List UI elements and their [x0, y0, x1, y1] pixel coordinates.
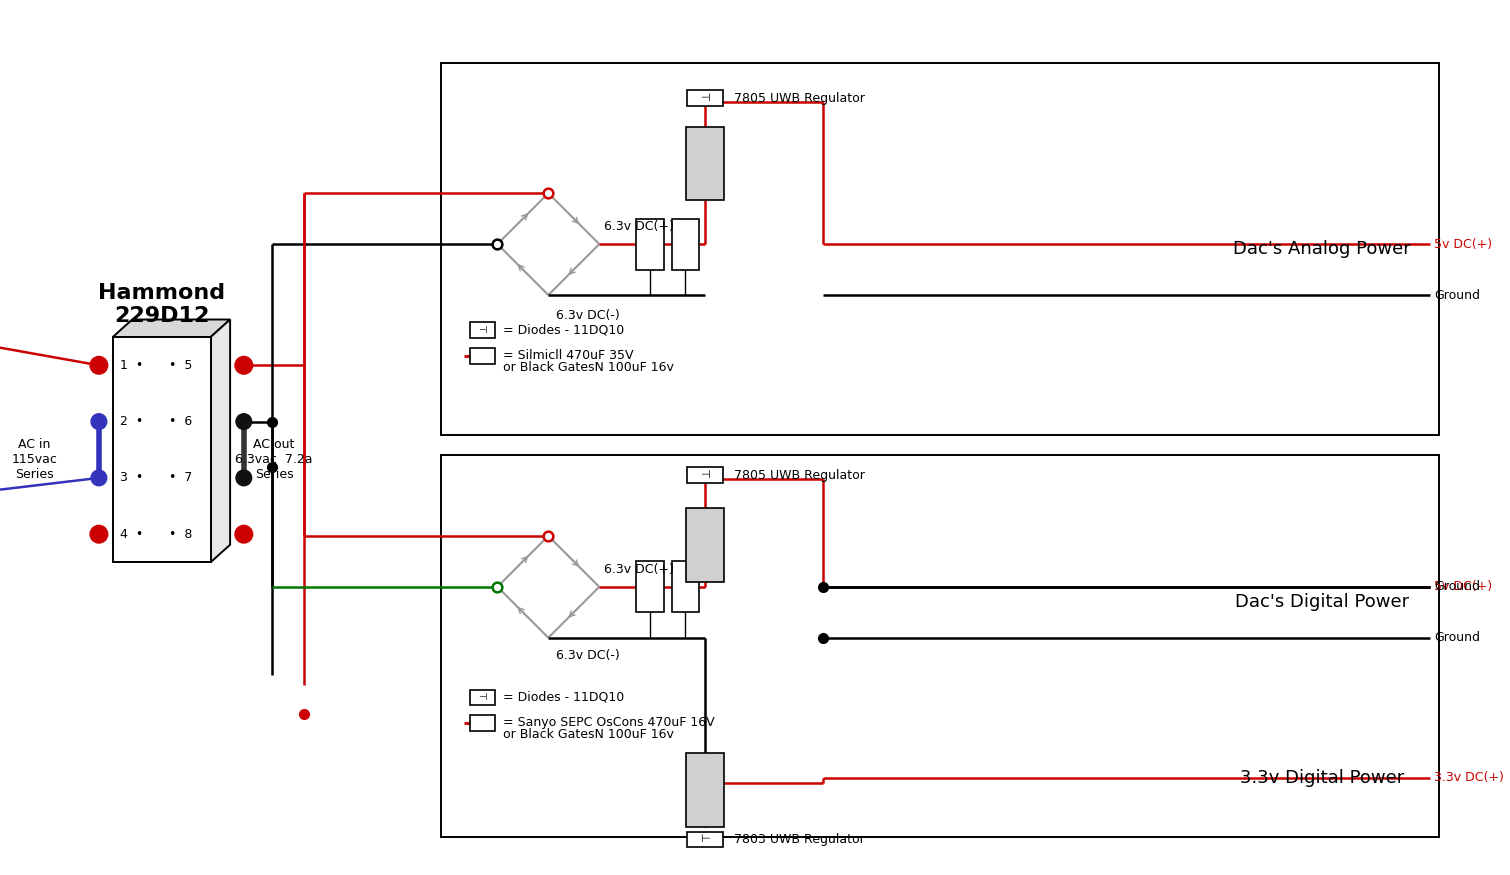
- Polygon shape: [113, 319, 230, 337]
- Bar: [636, 562, 664, 612]
- Circle shape: [91, 414, 107, 430]
- Bar: [687, 753, 723, 827]
- Text: = Diodes - 11DQ10: = Diodes - 11DQ10: [503, 324, 625, 337]
- Text: ⊢: ⊢: [701, 835, 710, 844]
- Text: •  7: • 7: [169, 472, 193, 485]
- Text: 229D12: 229D12: [113, 305, 210, 326]
- Bar: [687, 467, 723, 483]
- Polygon shape: [210, 319, 230, 563]
- Text: Ground: Ground: [1434, 289, 1480, 302]
- Text: AC in
115vac
Series: AC in 115vac Series: [12, 438, 57, 481]
- Text: 1  •: 1 •: [121, 359, 143, 372]
- Text: 3.3v DC(+): 3.3v DC(+): [1434, 771, 1504, 784]
- Bar: [672, 562, 699, 612]
- Bar: [636, 219, 664, 270]
- Text: 6.3v DC(-): 6.3v DC(-): [556, 309, 621, 322]
- Text: •  6: • 6: [169, 415, 193, 428]
- Bar: [441, 63, 1439, 435]
- Bar: [687, 127, 723, 200]
- Text: 7805 UWB Regulator: 7805 UWB Regulator: [734, 92, 865, 105]
- Text: 2  •: 2 •: [121, 415, 143, 428]
- Text: 5v DC(+): 5v DC(+): [1434, 238, 1492, 250]
- Text: 6.3v DC(+): 6.3v DC(+): [604, 563, 673, 576]
- Text: 3  •: 3 •: [121, 472, 143, 485]
- Text: or Black GatesN 100uF 16v: or Black GatesN 100uF 16v: [503, 361, 673, 374]
- Text: Hammond: Hammond: [98, 284, 225, 303]
- Circle shape: [91, 525, 107, 543]
- Text: or Black GatesN 100uF 16v: or Black GatesN 100uF 16v: [503, 728, 673, 741]
- Text: Dac's Digital Power: Dac's Digital Power: [1235, 592, 1409, 611]
- Circle shape: [91, 470, 107, 486]
- Text: •  8: • 8: [169, 528, 193, 541]
- Text: ⊣: ⊣: [701, 94, 710, 103]
- Text: Dac's Analog Power: Dac's Analog Power: [1234, 240, 1410, 258]
- Text: 6.3v DC(+): 6.3v DC(+): [604, 220, 673, 233]
- Bar: [470, 715, 495, 731]
- Circle shape: [236, 356, 252, 374]
- Bar: [441, 455, 1439, 836]
- Circle shape: [236, 525, 252, 543]
- Text: •  5: • 5: [169, 359, 193, 372]
- Bar: [687, 508, 723, 582]
- Bar: [113, 337, 210, 563]
- Text: ⊣: ⊣: [701, 470, 710, 480]
- Bar: [687, 90, 723, 106]
- Bar: [470, 323, 495, 338]
- Circle shape: [236, 414, 252, 430]
- Text: = Sanyo SEPC OsCons 470uF 16V: = Sanyo SEPC OsCons 470uF 16V: [503, 717, 714, 730]
- Text: 5v DC(+): 5v DC(+): [1434, 580, 1492, 593]
- Text: 6.3v DC(-): 6.3v DC(-): [556, 649, 621, 662]
- Text: Ground: Ground: [1434, 580, 1480, 593]
- Bar: [470, 690, 495, 705]
- Text: 3.3v Digital Power: 3.3v Digital Power: [1240, 769, 1404, 787]
- Bar: [672, 219, 699, 270]
- Text: AC out
6.3vac  7.2a
Series: AC out 6.3vac 7.2a Series: [236, 438, 313, 481]
- Text: 7803 UWB Regulator: 7803 UWB Regulator: [734, 833, 865, 846]
- Circle shape: [236, 470, 252, 486]
- Circle shape: [91, 356, 107, 374]
- Text: = Diodes - 11DQ10: = Diodes - 11DQ10: [503, 691, 625, 704]
- Text: 7805 UWB Regulator: 7805 UWB Regulator: [734, 469, 865, 482]
- Text: 4  •: 4 •: [121, 528, 143, 541]
- Text: ⊣: ⊣: [479, 692, 488, 703]
- Text: = Silmicll 470uF 35V: = Silmicll 470uF 35V: [503, 349, 634, 362]
- Text: Ground: Ground: [1434, 631, 1480, 644]
- Bar: [687, 831, 723, 847]
- Text: ⊣: ⊣: [479, 326, 488, 335]
- Bar: [470, 348, 495, 364]
